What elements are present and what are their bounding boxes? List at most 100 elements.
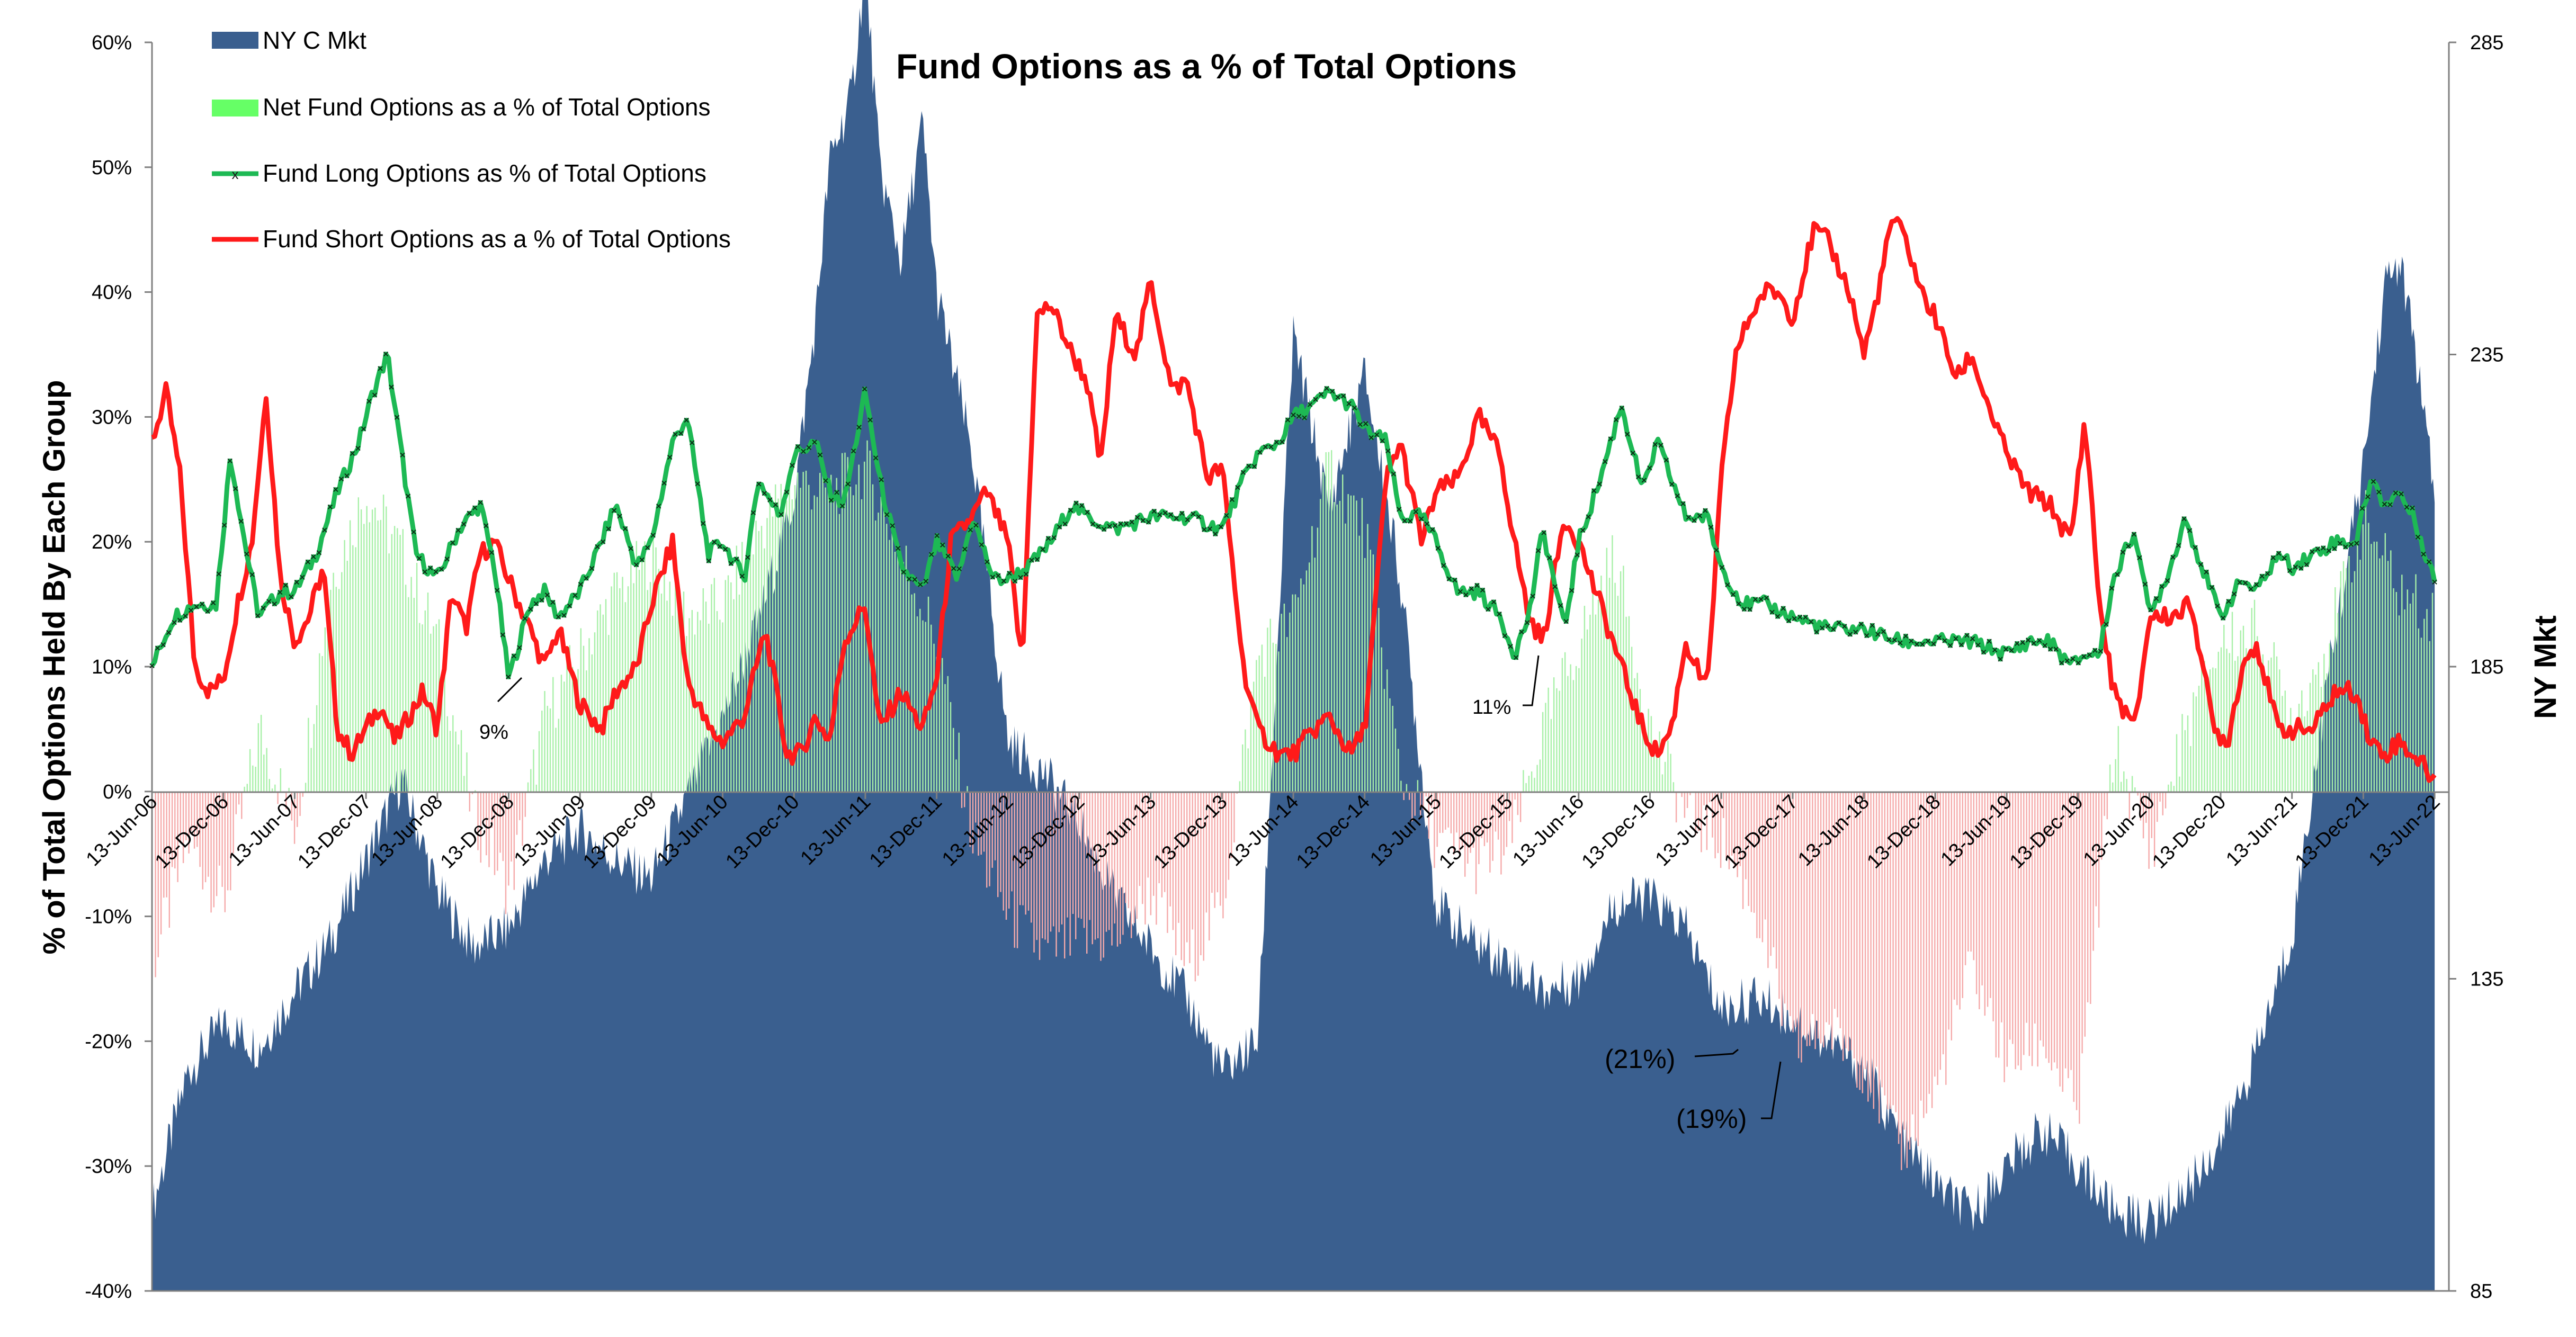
fund-long-marker	[389, 384, 394, 390]
net-fund-column	[702, 588, 704, 792]
left-tick-label: -40%	[85, 1280, 132, 1303]
fund-long-marker	[1463, 592, 1469, 598]
net-fund-column	[936, 657, 937, 792]
fund-long-marker	[422, 569, 427, 575]
net-fund-column	[825, 487, 826, 792]
net-fund-column	[777, 498, 779, 792]
net-fund-column	[1931, 791, 1933, 1108]
net-fund-column	[2390, 550, 2392, 792]
fund-long-marker	[400, 452, 405, 457]
net-fund-column	[1631, 647, 1633, 792]
fund-long-marker	[1068, 507, 1074, 513]
annotation-leader	[1523, 655, 1540, 706]
net-fund-column	[1723, 791, 1724, 818]
net-fund-column	[285, 791, 287, 810]
net-fund-column	[2095, 791, 2097, 907]
fund-long-marker	[2126, 543, 2131, 549]
net-fund-column	[2407, 589, 2408, 792]
fund-long-marker	[2326, 548, 2332, 553]
net-fund-column	[541, 711, 543, 792]
net-fund-column	[616, 572, 618, 792]
net-fund-column	[1194, 791, 1196, 982]
net-fund-column	[1636, 672, 1638, 792]
net-fund-column	[1358, 535, 1360, 792]
net-fund-column	[1586, 629, 1588, 792]
net-fund-column	[1325, 452, 1327, 792]
net-fund-column	[1659, 731, 1660, 792]
net-fund-column	[2326, 673, 2328, 792]
fund-long-marker	[745, 554, 750, 560]
net-fund-column	[1364, 558, 1366, 792]
fund-long-marker	[1831, 626, 1836, 632]
net-fund-column	[1231, 791, 1232, 858]
fund-long-marker	[667, 454, 673, 460]
fund-long-marker	[756, 481, 762, 487]
net-fund-column	[1209, 791, 1210, 941]
net-fund-column	[1383, 689, 1385, 792]
net-fund-column	[1261, 644, 1263, 792]
fund-long-marker	[1263, 444, 1268, 450]
net-fund-column	[1192, 791, 1193, 930]
net-fund-column	[2398, 615, 2400, 792]
net-fund-column	[1253, 681, 1255, 792]
fund-long-marker	[2337, 541, 2343, 546]
fund-long-marker	[2003, 647, 2009, 652]
net-fund-column	[1873, 791, 1874, 1109]
legend-swatch-net	[212, 100, 258, 116]
net-fund-column	[1150, 791, 1152, 916]
fund-long-marker	[2081, 654, 2087, 659]
fund-long-marker	[1775, 614, 1781, 619]
net-fund-column	[1975, 791, 1978, 994]
net-fund-column	[1423, 791, 1424, 810]
fund-long-marker	[2131, 532, 2137, 537]
net-fund-column	[1623, 566, 1624, 792]
net-fund-column	[2431, 593, 2434, 792]
left-tick-label: -10%	[85, 906, 132, 928]
net-fund-column	[569, 645, 570, 792]
fund-long-marker	[2042, 643, 2047, 648]
net-fund-column	[791, 499, 793, 792]
net-fund-column	[1019, 791, 1021, 905]
net-fund-column	[1795, 791, 1797, 1027]
fund-long-marker	[1675, 493, 1680, 499]
net-fund-column	[858, 464, 860, 792]
net-fund-column	[338, 589, 340, 792]
net-fund-column	[1781, 791, 1783, 1026]
net-fund-column	[2404, 609, 2405, 792]
fund-long-marker	[1853, 630, 1858, 635]
fund-long-marker	[973, 523, 979, 528]
fund-long-marker	[333, 487, 338, 492]
fund-long-marker	[1909, 638, 1914, 644]
net-fund-column	[1992, 791, 1994, 1021]
net-fund-column	[257, 723, 259, 792]
fund-long-marker	[1419, 516, 1424, 522]
net-fund-column	[842, 453, 843, 792]
fund-long-marker	[628, 546, 633, 551]
fund-long-marker	[2287, 568, 2293, 573]
fund-long-marker	[1424, 521, 1430, 527]
fund-long-marker	[283, 582, 289, 588]
net-fund-column	[2415, 574, 2417, 792]
net-fund-column	[224, 791, 226, 912]
net-fund-column	[1879, 791, 1880, 1124]
fund-long-marker	[205, 608, 210, 614]
net-fund-column	[2262, 654, 2264, 792]
fund-long-marker	[1964, 633, 1970, 638]
net-fund-column	[1116, 791, 1119, 947]
net-fund-column	[199, 791, 201, 867]
net-fund-column	[1806, 791, 1808, 1046]
fund-long-marker	[316, 550, 322, 555]
fund-long-marker	[244, 551, 249, 557]
net-fund-column	[1320, 499, 1321, 792]
fund-long-marker	[2354, 541, 2359, 546]
net-fund-column	[1356, 500, 1357, 792]
net-fund-column	[2184, 730, 2186, 792]
fund-long-marker	[1112, 523, 1118, 528]
net-fund-column	[1247, 748, 1249, 792]
fund-long-marker	[450, 540, 455, 545]
net-fund-column	[1753, 791, 1755, 913]
fund-long-marker	[2315, 546, 2321, 552]
net-fund-column	[1292, 594, 1293, 792]
fund-long-marker	[383, 351, 389, 357]
net-fund-column	[2273, 642, 2275, 792]
